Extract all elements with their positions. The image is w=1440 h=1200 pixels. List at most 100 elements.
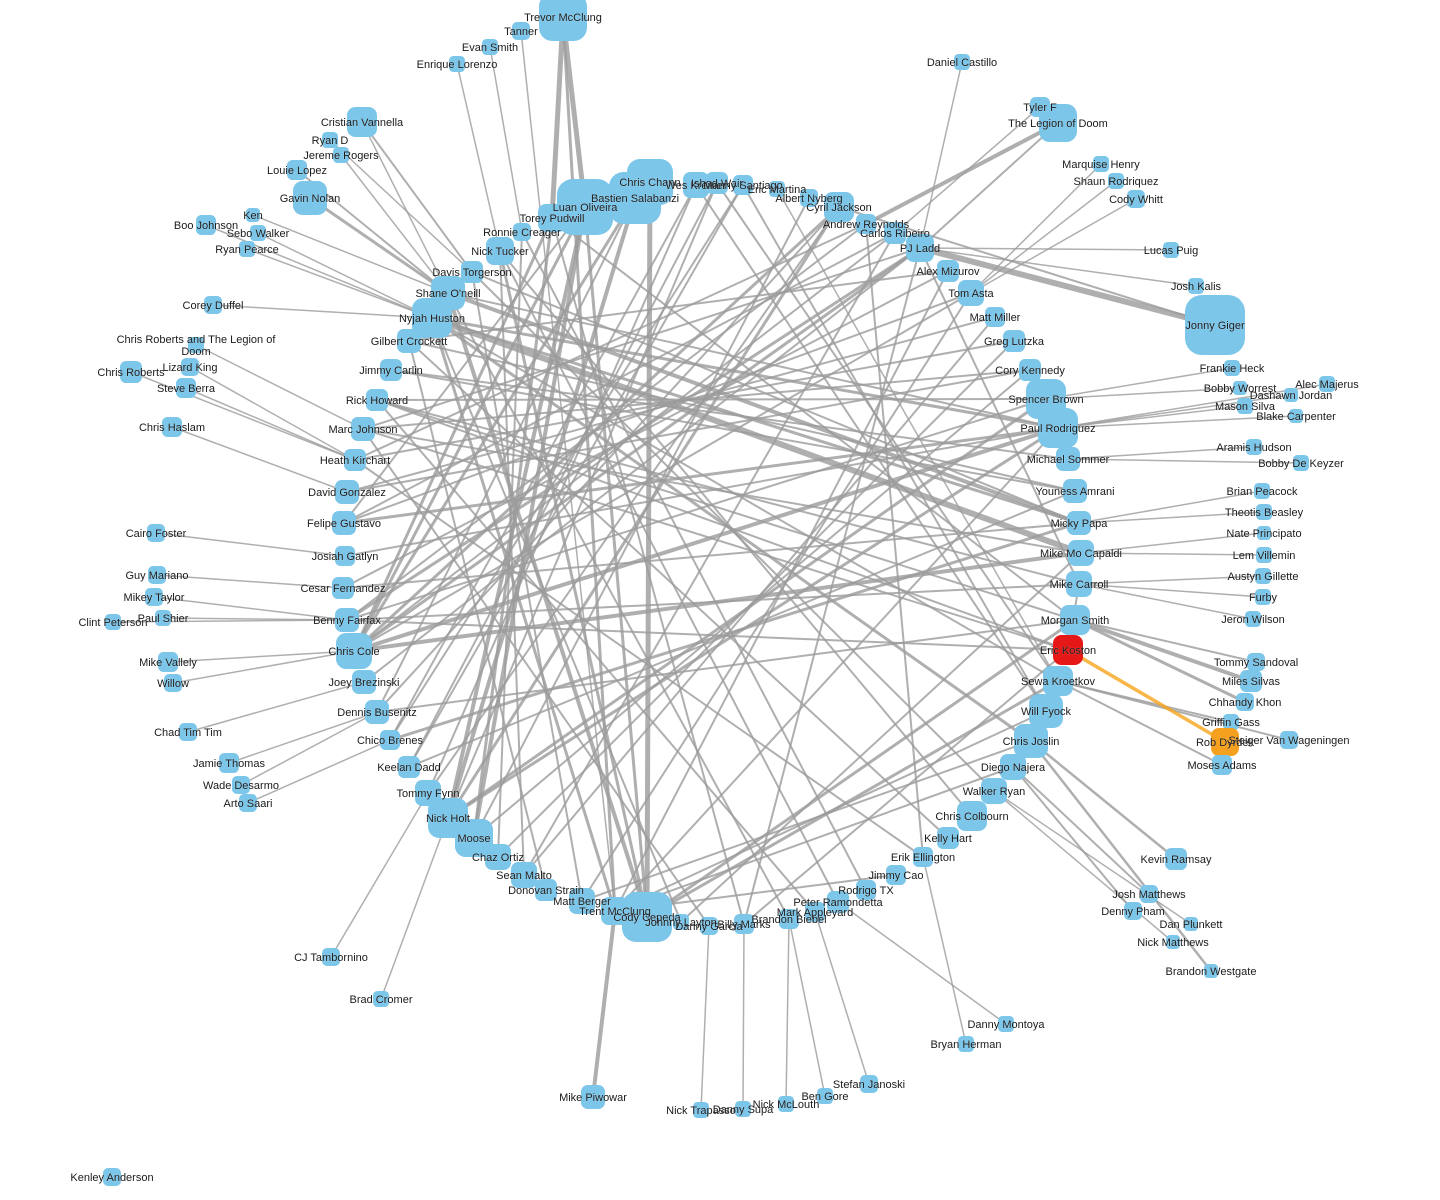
- graph-node-donovan-strain[interactable]: [535, 879, 557, 901]
- graph-node-walker-ryan[interactable]: [981, 778, 1007, 804]
- graph-node-alex-mizurov[interactable]: [937, 260, 959, 282]
- graph-node-cody-cepeda[interactable]: [622, 892, 672, 942]
- graph-node-miles-silvas[interactable]: [1240, 670, 1262, 692]
- graph-node-greg-lutzka[interactable]: [1003, 330, 1025, 352]
- graph-node-bastien-salabanzi[interactable]: [609, 172, 661, 224]
- graph-node-louie-lopez[interactable]: [287, 160, 307, 180]
- graph-node-corey-duffel[interactable]: [204, 296, 222, 314]
- graph-node-cj-tambornino[interactable]: [322, 948, 340, 966]
- graph-node-moses-adams[interactable]: [1212, 755, 1232, 775]
- graph-node-rob-dyrdek[interactable]: [1211, 728, 1239, 756]
- graph-node-trevor-mcclung[interactable]: [539, 0, 587, 41]
- graph-node-danny-garcia[interactable]: [700, 917, 718, 935]
- graph-node-sean-malto[interactable]: [511, 862, 537, 888]
- graph-node-aramis-hudson[interactable]: [1246, 439, 1262, 455]
- graph-node-lem-villemin[interactable]: [1256, 547, 1272, 563]
- graph-node-micky-papa[interactable]: [1067, 511, 1091, 535]
- graph-node-johnny-layton[interactable]: [673, 914, 689, 930]
- graph-node-brandon-westgate[interactable]: [1204, 964, 1218, 978]
- graph-node-paul-rodriguez[interactable]: [1038, 408, 1078, 448]
- graph-node-ben-gore[interactable]: [817, 1088, 833, 1104]
- graph-node-torey-pudwill[interactable]: [538, 204, 566, 232]
- graph-node-arto-saari[interactable]: [239, 794, 257, 812]
- graph-node-jamie-thomas[interactable]: [219, 753, 239, 773]
- graph-node-mike-carroll[interactable]: [1066, 571, 1092, 597]
- graph-node-mike-mo-capaldi[interactable]: [1068, 540, 1094, 566]
- graph-node-clint-peterson[interactable]: [105, 614, 121, 630]
- graph-node-danny-montoya[interactable]: [998, 1016, 1014, 1032]
- graph-node-nick-matthews[interactable]: [1166, 935, 1180, 949]
- graph-node-chris-haslam[interactable]: [162, 417, 182, 437]
- graph-node-nick-trapasso[interactable]: [693, 1102, 709, 1118]
- graph-node-enrique-lorenzo[interactable]: [449, 56, 465, 72]
- graph-node-guy-mariano[interactable]: [148, 566, 166, 584]
- graph-node-chhandy-khon[interactable]: [1236, 693, 1254, 711]
- graph-node-bobby-de-keyzer[interactable]: [1293, 455, 1309, 471]
- graph-node-erik-ellington[interactable]: [913, 847, 933, 867]
- graph-node-evan-smith[interactable]: [482, 39, 498, 55]
- graph-node-ryan-d[interactable]: [322, 132, 338, 148]
- graph-node-sewa-kroetkov[interactable]: [1043, 666, 1073, 696]
- graph-node-tanner[interactable]: [512, 22, 530, 40]
- graph-node-pj-ladd[interactable]: [906, 234, 934, 262]
- graph-node-daniel-castillo[interactable]: [954, 54, 970, 70]
- graph-node-alec-majerus[interactable]: [1319, 376, 1335, 392]
- graph-node-mikey-taylor[interactable]: [145, 588, 163, 606]
- graph-node-marquise-henry[interactable]: [1093, 156, 1109, 172]
- graph-node-lucas-puig[interactable]: [1163, 242, 1179, 258]
- graph-node-steiger-van-wageningen[interactable]: [1280, 731, 1298, 749]
- graph-node-cairo-foster[interactable]: [147, 524, 165, 542]
- graph-node-nick-mclouth[interactable]: [778, 1096, 794, 1112]
- graph-node-felipe-gustavo[interactable]: [332, 511, 356, 535]
- graph-node-tom-asta[interactable]: [958, 280, 984, 306]
- graph-node-cesar-fernandez[interactable]: [332, 577, 354, 599]
- graph-node-andrew-reynolds[interactable]: [856, 214, 876, 234]
- graph-node-the-legion-of-doom[interactable]: [1039, 104, 1077, 142]
- graph-node-ronnie-creager[interactable]: [513, 223, 531, 241]
- graph-node-tommy-sandoval[interactable]: [1247, 653, 1265, 671]
- graph-node-keelan-dadd[interactable]: [398, 756, 420, 778]
- graph-node-youness-amrani[interactable]: [1063, 479, 1087, 503]
- graph-node-luan-oliveira[interactable]: [557, 179, 613, 235]
- graph-node-cristian-vannella[interactable]: [347, 107, 377, 137]
- graph-node-austyn-gillette[interactable]: [1255, 568, 1271, 584]
- graph-node-josiah-gatlyn[interactable]: [335, 546, 355, 566]
- graph-node-will-fyock[interactable]: [1029, 694, 1063, 728]
- graph-node-nick-tucker[interactable]: [486, 237, 514, 265]
- graph-node-kelly-hart[interactable]: [937, 827, 959, 849]
- graph-node-dashawn-jordan[interactable]: [1284, 388, 1298, 402]
- graph-node-josh-kalis[interactable]: [1188, 278, 1204, 294]
- graph-node-paul-shier[interactable]: [155, 610, 171, 626]
- graph-node-chico-brenes[interactable]: [380, 730, 400, 750]
- graph-node-ken[interactable]: [246, 208, 260, 222]
- graph-node-steve-berra[interactable]: [176, 378, 196, 398]
- graph-node-theotis-beasley[interactable]: [1256, 504, 1272, 520]
- graph-node-davis-torgerson[interactable]: [461, 261, 483, 283]
- graph-node-eric-koston[interactable]: [1053, 635, 1083, 665]
- graph-node-rodrigo-tx[interactable]: [856, 880, 876, 900]
- graph-node-eric-martina[interactable]: [769, 181, 785, 197]
- graph-node-jimmy-cao[interactable]: [886, 865, 906, 885]
- graph-node-jeron-wilson[interactable]: [1245, 611, 1261, 627]
- graph-node-rick-howard[interactable]: [366, 389, 388, 411]
- graph-node-brad-cromer[interactable]: [373, 991, 389, 1007]
- graph-node-wade-desarmo[interactable]: [232, 776, 250, 794]
- graph-node-griffin-gass[interactable]: [1223, 714, 1239, 730]
- graph-node-jonny-giger[interactable]: [1185, 295, 1245, 355]
- graph-node-cyril-jackson[interactable]: [824, 192, 854, 222]
- graph-node-chris-cole[interactable]: [336, 633, 372, 669]
- graph-node-mike-piwowar[interactable]: [581, 1085, 605, 1109]
- graph-node-josh-matthews[interactable]: [1140, 885, 1158, 903]
- graph-node-matt-miller[interactable]: [985, 307, 1005, 327]
- graph-node-tommy-fynn[interactable]: [415, 780, 441, 806]
- graph-node-diego-najera[interactable]: [1000, 754, 1026, 780]
- graph-node-carlos-ribeiro[interactable]: [884, 222, 906, 244]
- graph-node-manny-santiago[interactable]: [733, 175, 753, 195]
- graph-node-brian-peacock[interactable]: [1254, 483, 1270, 499]
- graph-node-denny-pham[interactable]: [1124, 902, 1142, 920]
- graph-node-mike-vallely[interactable]: [158, 652, 178, 672]
- graph-node-furby[interactable]: [1255, 589, 1271, 605]
- graph-node-mason-silva[interactable]: [1237, 398, 1253, 414]
